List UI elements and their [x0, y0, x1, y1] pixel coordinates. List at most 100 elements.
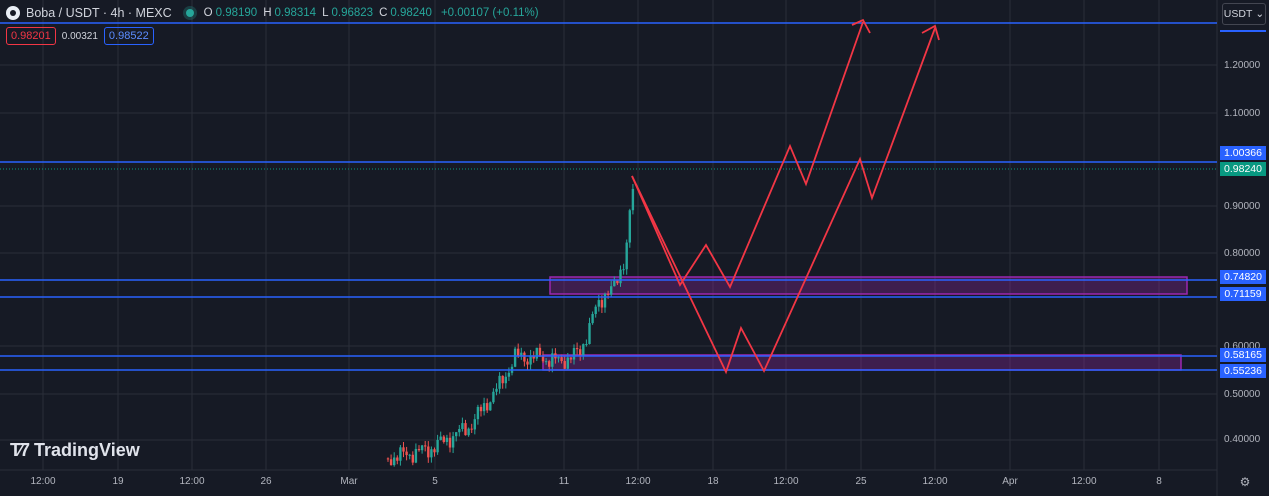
candle-body — [389, 459, 393, 466]
candle-body — [489, 402, 492, 411]
candle-body — [405, 451, 408, 456]
candle-body — [613, 280, 616, 287]
tradingview-logo-icon: T⁄7 — [10, 440, 30, 460]
candle-body — [414, 448, 418, 463]
candle-body — [476, 406, 480, 420]
open-value: 0.98190 — [215, 7, 258, 19]
projection-path[interactable] — [631, 18, 940, 375]
x-tick: 12:00 — [773, 476, 799, 487]
tradingview-logo[interactable]: T⁄7 TradingView — [10, 440, 140, 461]
level-price-label[interactable]: 0.74820 — [1220, 270, 1266, 284]
x-tick: 5 — [432, 476, 438, 487]
close-key: C — [379, 7, 388, 19]
candle-body — [560, 357, 563, 362]
y-tick: 0.90000 — [1224, 201, 1261, 212]
quote-row: 0.98201 0.00321 0.98522 — [6, 27, 154, 45]
currency-select[interactable]: USDT ⌄ — [1222, 3, 1266, 25]
x-tick: 8 — [1156, 476, 1162, 487]
candle-body — [575, 348, 579, 350]
candle-body — [504, 376, 507, 384]
low-value: 0.96823 — [331, 7, 374, 19]
candle-body — [498, 375, 501, 389]
candle-body — [557, 357, 560, 359]
x-tick: 11 — [558, 476, 570, 487]
symbol-title[interactable]: Boba / USDT · 4h · MEXC — [26, 6, 172, 20]
x-tick: 19 — [112, 476, 124, 487]
level-price-label[interactable]: 0.55236 — [1220, 364, 1266, 378]
projection-line — [631, 21, 864, 290]
candle-body — [591, 313, 594, 324]
gear-icon[interactable]: ⚙ — [1239, 475, 1251, 489]
candle-body — [520, 352, 523, 357]
market-status-icon[interactable] — [185, 9, 194, 17]
candle-body — [402, 447, 405, 452]
level-price-label[interactable]: 0.71159 — [1220, 287, 1266, 301]
y-tick: 0.80000 — [1224, 248, 1261, 259]
candle-body — [427, 446, 430, 458]
candle-body — [628, 210, 631, 243]
candle-body — [479, 406, 483, 412]
candle-body — [603, 293, 607, 308]
candle-body — [411, 454, 414, 463]
candle-body — [526, 361, 529, 365]
y-tick: 0.50000 — [1224, 389, 1261, 400]
candle-body — [563, 361, 566, 369]
currency-label: USDT — [1223, 8, 1253, 20]
candle-body — [566, 357, 569, 369]
sell-price-button[interactable]: 0.98201 — [6, 27, 56, 45]
open-key: O — [203, 7, 213, 19]
candle-body — [482, 403, 486, 412]
x-tick: 12:00 — [625, 476, 651, 487]
candle-body — [579, 349, 582, 356]
candle-body — [600, 300, 604, 308]
horizontal-levels[interactable] — [0, 22, 1266, 371]
candle-body — [588, 323, 591, 345]
level-price-label[interactable]: 0.58165 — [1220, 348, 1266, 362]
projection-line — [631, 27, 936, 375]
candle-body — [501, 375, 504, 384]
x-tick: Mar — [340, 476, 358, 487]
x-tick: 26 — [260, 476, 272, 487]
candle-body — [529, 355, 532, 365]
candle-body — [486, 403, 489, 411]
candle-body — [442, 436, 445, 442]
level-price-label[interactable]: 1.00366 — [1220, 146, 1266, 160]
last-price-label: 0.98240 — [1220, 162, 1266, 176]
spread-value: 0.00321 — [61, 30, 98, 42]
candle-body — [610, 286, 613, 295]
candle-body — [625, 242, 628, 270]
close-value: 0.98240 — [390, 7, 432, 19]
candle-body — [448, 437, 452, 448]
high-value: 0.98314 — [274, 7, 317, 19]
candle-body — [455, 432, 458, 437]
chart-grid — [0, 0, 1218, 496]
x-tick: 12:00 — [179, 476, 205, 487]
candle-body — [473, 419, 476, 430]
candle-body — [551, 353, 554, 367]
candle-body — [464, 423, 467, 436]
supply-demand-zone — [542, 354, 1182, 371]
chevron-down-icon: ⌄ — [1255, 8, 1265, 20]
candle-body — [572, 348, 576, 360]
x-tick: 25 — [855, 476, 867, 487]
candle-body — [495, 388, 498, 392]
candle-body — [420, 445, 424, 451]
buy-price-button[interactable]: 0.98522 — [103, 27, 154, 45]
candlestick-series — [386, 183, 635, 467]
candle-body — [619, 269, 622, 284]
candle-body — [408, 454, 411, 456]
logo-text: TradingView — [34, 440, 140, 460]
x-tick: 12:00 — [1071, 476, 1097, 487]
candle-body — [396, 457, 399, 461]
candle-body — [458, 429, 461, 433]
price-change: +0.00107 (+0.11%) — [440, 7, 539, 19]
candle-body — [399, 447, 402, 461]
candle-body — [622, 269, 625, 271]
high-key: H — [263, 7, 272, 19]
boba-coin-icon — [6, 6, 20, 20]
candle-body — [439, 436, 442, 440]
candle-body — [517, 348, 520, 357]
candle-body — [433, 449, 436, 453]
candle-body — [492, 391, 495, 403]
